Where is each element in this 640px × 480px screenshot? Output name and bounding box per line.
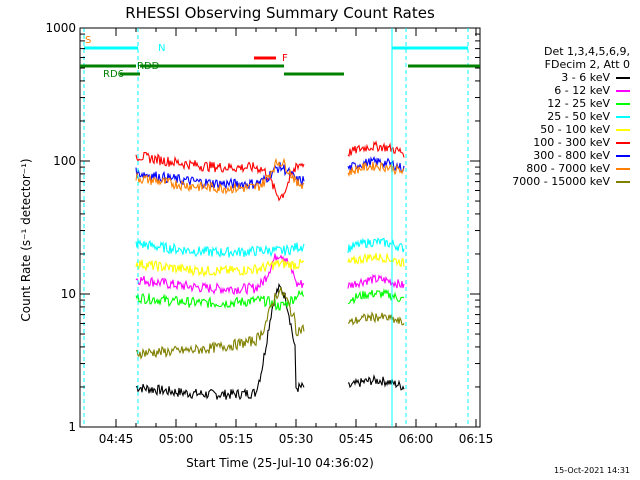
x-tick-label: 05:00 <box>159 432 194 446</box>
legend-items: 3 - 6 keV 6 - 12 keV 12 - 25 keV 25 - 50 ke… <box>470 71 630 188</box>
flare-flag-label: F <box>282 53 288 64</box>
footer-date: 15-Oct-2021 14:31 <box>554 466 630 475</box>
legend-swatch <box>616 155 630 157</box>
x-axis-label: Start Time (25-Jul-10 04:36:02) <box>186 456 374 470</box>
series-line <box>347 311 405 326</box>
x-tick-label: 05:30 <box>279 432 314 446</box>
legend-header-2: FDecim 2, Att 0 <box>544 58 630 71</box>
flag-layer: S N RDD RD6 F <box>80 28 480 427</box>
series-line <box>135 162 305 190</box>
legend-swatch <box>616 142 630 144</box>
legend-item: 100 - 300 keV <box>470 136 630 149</box>
legend-item: 300 - 800 keV <box>470 149 630 162</box>
legend-swatch <box>616 90 630 92</box>
legend-item-label: 800 - 7000 keV <box>526 162 610 175</box>
x-tick-label: 06:00 <box>399 432 434 446</box>
legend-item: 3 - 6 keV <box>470 71 630 84</box>
legend-item: 800 - 7000 keV <box>470 162 630 175</box>
legend-item: 7000 - 15000 keV <box>470 175 630 188</box>
legend-swatch <box>616 181 630 183</box>
legend-item-label: 50 - 100 keV <box>540 123 610 136</box>
legend-item-label: 6 - 12 keV <box>554 84 610 97</box>
series-line <box>347 252 405 268</box>
x-tick-label: 05:15 <box>219 432 254 446</box>
series-line <box>347 140 405 158</box>
legend-swatch <box>616 77 630 79</box>
series-line <box>347 374 405 391</box>
x-tick-label: 04:45 <box>99 432 134 446</box>
legend-item-label: 12 - 25 keV <box>547 97 610 110</box>
legend-item-label: 3 - 6 keV <box>561 71 610 84</box>
series-line <box>347 237 405 254</box>
legend-item: 6 - 12 keV <box>470 84 630 97</box>
series-line <box>135 157 305 195</box>
legend-item: 50 - 100 keV <box>470 123 630 136</box>
rdd-flag-label: RDD <box>137 61 160 72</box>
series-line <box>135 258 305 278</box>
series-line <box>347 273 405 289</box>
series-line <box>135 282 305 401</box>
series-line <box>135 287 305 361</box>
legend-swatch <box>616 168 630 170</box>
series-line <box>347 161 405 178</box>
night-flag-label: N <box>158 43 165 54</box>
x-tick-label: 05:45 <box>339 432 374 446</box>
legend-swatch <box>616 116 630 118</box>
legend-item-label: 100 - 300 keV <box>533 136 610 149</box>
chart-title: RHESSI Observing Summary Count Rates <box>125 4 435 22</box>
series-line <box>347 288 405 305</box>
legend-header-1: Det 1,3,4,5,6,9, <box>543 45 630 58</box>
y-tick-label: 10 <box>61 287 76 301</box>
axis-layer: 1 10 100 1000 04:45 05:00 05:15 05:30 05:45 06:00… <box>45 21 493 446</box>
legend-item: 25 - 50 keV <box>470 110 630 123</box>
plot-frame <box>79 27 481 428</box>
series-layer <box>135 140 405 401</box>
legend-item-label: 7000 - 15000 keV <box>512 175 610 188</box>
series-line <box>135 239 305 258</box>
y-tick-label: 1 <box>68 420 76 434</box>
y-axis-label: Count Rate (s⁻¹ detector⁻¹) <box>19 158 33 321</box>
rd6-flag-label: RD6 <box>103 69 124 80</box>
legend-item-label: 25 - 50 keV <box>547 110 610 123</box>
legend-swatch <box>616 103 630 105</box>
x-tick-label: 06:15 <box>459 432 494 446</box>
y-tick-label: 100 <box>53 154 76 168</box>
legend-item-label: 300 - 800 keV <box>533 149 610 162</box>
legend-item: 12 - 25 keV <box>470 97 630 110</box>
series-line <box>135 151 305 202</box>
series-line <box>135 289 305 311</box>
legend: Det 1,3,4,5,6,9, FDecim 2, Att 0 3 - 6 k… <box>470 45 630 188</box>
saa-flag-label: S <box>85 35 91 46</box>
legend-swatch <box>616 129 630 131</box>
y-tick-label: 1000 <box>45 21 76 35</box>
